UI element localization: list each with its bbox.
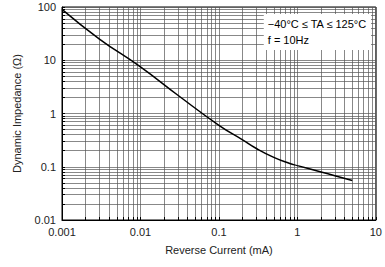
svg-text:1: 1 bbox=[294, 226, 300, 238]
svg-text:Reverse Current (mA): Reverse Current (mA) bbox=[165, 244, 273, 256]
svg-text:0.1: 0.1 bbox=[41, 161, 56, 173]
svg-text:0.01: 0.01 bbox=[130, 226, 151, 238]
svg-text:0.01: 0.01 bbox=[35, 214, 56, 226]
svg-text:10: 10 bbox=[44, 54, 56, 66]
svg-text:10: 10 bbox=[370, 226, 382, 238]
svg-text:−40°C ≤ TA ≤ 125°C: −40°C ≤ TA ≤ 125°C bbox=[268, 18, 366, 30]
svg-text:f = 10Hz: f = 10Hz bbox=[268, 34, 309, 46]
svg-text:100: 100 bbox=[38, 1, 56, 13]
svg-text:1: 1 bbox=[50, 108, 56, 120]
svg-text:Dynamic Impedance (Ω): Dynamic Impedance (Ω) bbox=[11, 54, 23, 173]
svg-text:0.001: 0.001 bbox=[48, 226, 76, 238]
svg-text:0.1: 0.1 bbox=[211, 226, 226, 238]
